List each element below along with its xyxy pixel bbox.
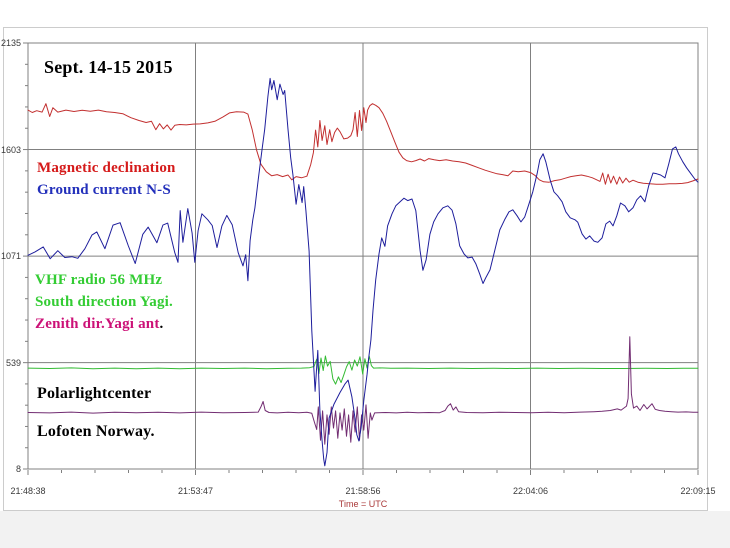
y-tick-label: 8: [15, 464, 21, 474]
window-margin: [0, 511, 730, 548]
y-tick-label: 1071: [0, 251, 21, 262]
chart-title: Sept. 14-15 2015: [44, 57, 173, 77]
legend-south-direction-yagi: South direction Yagi.: [35, 294, 173, 310]
y-tick-label: 1603: [0, 144, 21, 155]
y-tick-label: 2135: [0, 38, 21, 48]
legend-zenith-period: .: [159, 316, 164, 332]
y-tick-label: 539: [5, 357, 21, 368]
site-name: Polarlightcenter: [37, 385, 152, 402]
legend-zenith-yagi: Zenith dir.Yagi ant.: [35, 316, 163, 333]
x-tick-label: 21:58:56: [345, 486, 381, 496]
x-tick-label: 21:48:38: [10, 486, 46, 496]
x-tick-label: 22:04:06: [512, 486, 549, 496]
legend-magnetic-declination: Magnetic declination: [37, 160, 176, 176]
series-magnetic-declination: [27, 103, 699, 185]
x-axis-title: Time = UTC: [338, 499, 388, 509]
legend-vhf-radio: VHF radio 56 MHz: [35, 272, 163, 288]
series-ground-current-n-s: [27, 77, 699, 467]
legend-ground-current: Ground current N-S: [37, 182, 171, 198]
x-tick-label: 22:09:15: [680, 486, 716, 496]
x-tick-label: 21:53:47: [177, 486, 214, 496]
site-location: Lofoten Norway.: [37, 423, 155, 440]
series-vhf-radio-56-mhz-south-direction-yagi: [27, 355, 699, 385]
series-zenith-dir-yagi-ant: [27, 336, 699, 445]
legend-zenith-text: Zenith dir.Yagi ant: [35, 316, 160, 332]
